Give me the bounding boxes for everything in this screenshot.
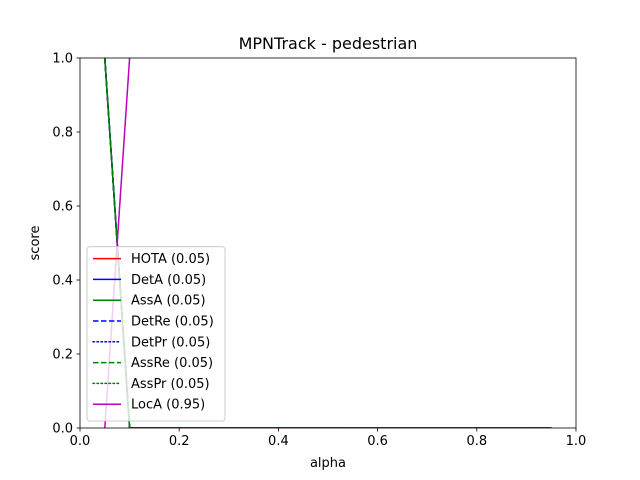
legend-label-0: HOTA (0.05) [131, 252, 210, 267]
y-tick-label: 0.0 [52, 422, 73, 437]
legend-label-7: LocA (0.95) [131, 398, 205, 413]
legend: HOTA (0.05) DetA (0.05) AssA (0.05) DetRe (… [86, 246, 226, 422]
y-tick-label: 0.8 [52, 126, 73, 141]
x-axis-label: alpha [310, 456, 346, 471]
x-tick-label: 1.0 [566, 434, 587, 449]
axes-frame [79, 57, 577, 429]
x-tick-label: 0.6 [367, 434, 388, 449]
legend-label-4: DetPr (0.05) [131, 335, 210, 350]
legend-label-5: AssRe (0.05) [131, 356, 213, 371]
x-tick-label: 0.8 [466, 434, 487, 449]
y-tick-label: 0.6 [52, 200, 73, 215]
y-axis-label: score [28, 226, 43, 261]
x-tick-label: 0.0 [70, 434, 91, 449]
y-tick-label: 1.0 [52, 52, 73, 67]
legend-label-6: AssPr (0.05) [131, 377, 210, 392]
x-tick-label: 0.2 [169, 434, 190, 449]
x-tick-label: 0.4 [268, 434, 289, 449]
y-tick-label: 0.2 [52, 348, 73, 363]
legend-box [86, 246, 226, 422]
legend-label-1: DetA (0.05) [131, 273, 206, 288]
legend-label-2: AssA (0.05) [131, 294, 206, 309]
y-tick-label: 0.4 [52, 274, 73, 289]
chart-title: MPNTrack - pedestrian [239, 34, 418, 53]
legend-label-3: DetRe (0.05) [131, 315, 214, 330]
